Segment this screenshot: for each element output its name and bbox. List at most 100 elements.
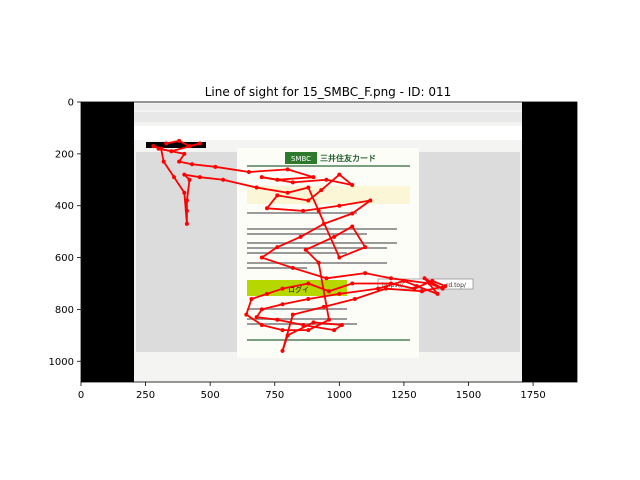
gaze-segment <box>333 225 353 238</box>
brand-name-text: 三井住友カード <box>320 153 376 163</box>
gaze-segment <box>261 246 278 259</box>
gaze-segment <box>307 189 322 202</box>
gaze-point <box>275 245 280 250</box>
axes-frame <box>80 101 578 383</box>
gaze-point <box>363 271 368 276</box>
gaze-point <box>246 170 251 174</box>
gaze-segment <box>305 235 335 251</box>
gaze-segment <box>292 178 327 184</box>
gaze-point <box>290 312 295 317</box>
gaze-point <box>414 284 419 289</box>
gaze-segment <box>326 272 366 280</box>
gaze-segment <box>307 318 330 331</box>
toolbar-strip-2 <box>134 112 522 122</box>
gaze-point <box>363 245 368 250</box>
gaze-segment <box>277 194 309 202</box>
gaze-point <box>427 281 432 286</box>
gaze-segment <box>266 287 283 295</box>
gaze-point <box>197 141 202 146</box>
gaze-point <box>184 208 189 213</box>
gaze-segment <box>339 287 379 295</box>
gaze-point <box>280 348 285 353</box>
gaze-segment <box>338 246 366 259</box>
gaze-segment <box>173 176 186 194</box>
gaze-segment <box>320 173 340 191</box>
gaze-segment <box>308 292 340 300</box>
gaze-point <box>327 289 331 294</box>
gaze-point <box>321 221 326 226</box>
gaze-segment <box>186 179 191 201</box>
gaze-segment <box>323 298 356 308</box>
side-panel-left <box>136 152 237 352</box>
x-tick-label: 250 <box>136 390 155 401</box>
gaze-point <box>316 260 321 265</box>
gaze-point <box>298 234 303 239</box>
gaze-segment <box>245 313 263 326</box>
gaze-point <box>285 333 290 338</box>
gaze-segment <box>248 168 288 173</box>
gaze-point <box>169 149 174 154</box>
gaze-point <box>182 190 187 195</box>
gaze-point <box>327 317 331 322</box>
gaze-segment <box>351 225 366 248</box>
gaze-point <box>319 188 324 193</box>
gaze-point <box>332 234 337 239</box>
y-tick-label: 0 <box>68 98 74 109</box>
gaze-point <box>221 177 226 182</box>
gaze-point <box>350 224 355 229</box>
gaze-segment <box>326 178 353 186</box>
toolbar-strip <box>134 104 522 110</box>
black-letterbox-right <box>522 102 577 382</box>
gaze-point <box>290 180 295 185</box>
gaze-point <box>311 320 316 325</box>
gaze-point <box>337 291 342 296</box>
gaze-segment <box>184 173 200 179</box>
gaze-segment <box>303 204 340 212</box>
url-tooltip-text: https:// <box>382 282 404 289</box>
gaze-segment <box>191 163 216 168</box>
gaze-segment <box>423 277 439 295</box>
y-axis-ticks: 0 200 400 600 800 1000 <box>49 98 81 368</box>
brand-logo-box <box>285 152 317 164</box>
gaze-segment <box>166 140 180 145</box>
url-tooltip-tail: rd.top/ <box>446 282 467 289</box>
gaze-point <box>184 198 189 203</box>
gaze-point <box>389 276 393 281</box>
axes: 0 250 500 750 1000 1250 1500 1750 0 200 400 600 800… <box>49 98 578 401</box>
side-panel-right <box>419 152 520 352</box>
gaze-point <box>368 198 373 203</box>
gaze-point <box>249 297 254 302</box>
gaze-point <box>306 297 311 302</box>
gaze-segment <box>390 277 430 285</box>
gaze-segment <box>199 176 224 181</box>
chart-title: Line of sight for 15_SMBC_F.png - ID: 01… <box>205 85 452 99</box>
gaze-point <box>430 278 435 283</box>
gaze-segment <box>251 292 268 300</box>
gaze-point <box>332 328 337 333</box>
gaze-segment <box>305 249 320 264</box>
gaze-point <box>337 255 342 260</box>
gaze-point <box>352 297 357 302</box>
gaze-point <box>151 144 156 149</box>
gaze-point <box>324 276 329 281</box>
gaze-point <box>177 138 182 143</box>
gaze-point <box>187 177 192 182</box>
gaze-point <box>301 322 306 327</box>
x-tick-label: 1250 <box>391 390 416 401</box>
gaze-segment <box>287 321 314 337</box>
gaze-point <box>182 151 187 156</box>
gaze-point <box>401 278 406 283</box>
gaze-segment <box>183 192 188 224</box>
gaze-point <box>337 172 342 177</box>
gaze-point <box>376 286 381 291</box>
y-tick-label: 1000 <box>49 357 74 368</box>
gaze-point <box>182 172 187 177</box>
y-tick-label: 400 <box>55 201 74 212</box>
gaze-point <box>177 159 182 164</box>
gaze-point <box>184 221 189 226</box>
gaze-point <box>172 175 176 180</box>
gaze-point <box>306 185 311 190</box>
gaze-point <box>259 307 264 312</box>
gaze-segment <box>431 280 446 287</box>
